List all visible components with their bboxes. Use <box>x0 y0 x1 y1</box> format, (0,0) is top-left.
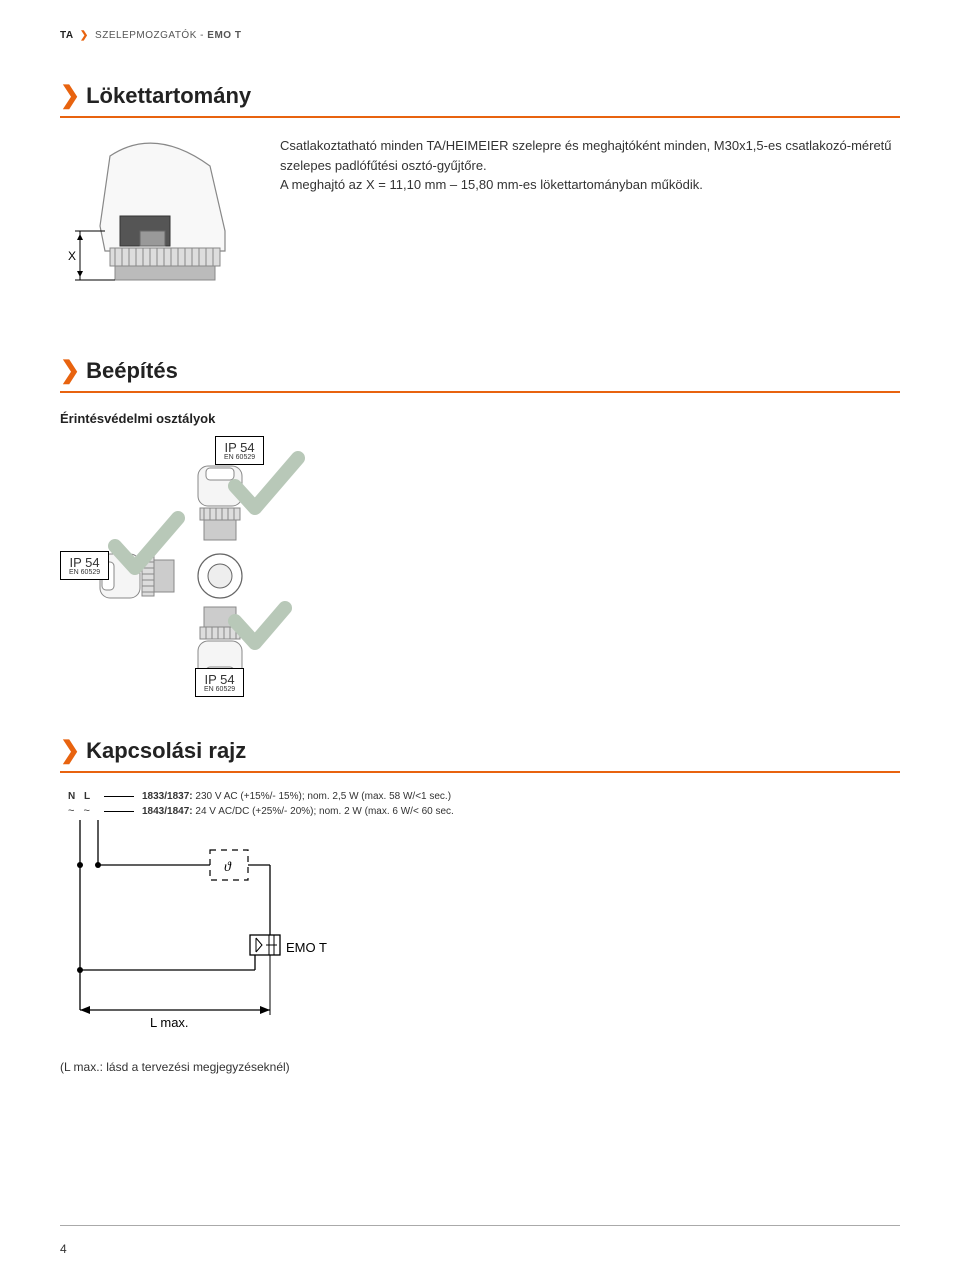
wiring-footnote: (L max.: lásd a tervezési megjegyzésekné… <box>60 1060 900 1074</box>
section2-subhead: Érintésvédelmi osztályok <box>60 411 900 426</box>
ip-label: IP 54 <box>69 556 100 569</box>
svg-text:X: X <box>68 249 76 263</box>
section1-body: X Csatlakoztatható minden TA/HEIMEIER sz… <box>60 136 900 296</box>
ip-rating-box: IP 54 EN 60529 <box>60 551 109 580</box>
chevron-icon: ❯ <box>80 30 89 41</box>
section1-title: ❯ Lökettartomány <box>60 81 900 110</box>
terminal-label: N L <box>68 791 96 802</box>
category-label: SZELEPMOZGATÓK <box>95 30 197 41</box>
page-number: 4 <box>60 1242 67 1256</box>
product-label: EMO T <box>207 30 241 41</box>
page-header: TA ❯ SZELEPMOZGATÓK - EMO T <box>60 30 900 41</box>
ip-label: IP 54 <box>204 673 235 686</box>
ip-label: IP 54 <box>224 441 255 454</box>
wiring-spec: 1833/1837: 230 V AC (+15%/- 15%); nom. 2… <box>142 791 451 802</box>
section1-paragraph: Csatlakoztatható minden TA/HEIMEIER szel… <box>280 136 900 296</box>
wiring-labels: N L 1833/1837: 230 V AC (+15%/- 15%); no… <box>68 791 900 817</box>
chevron-icon: ❯ <box>60 736 80 765</box>
wiring-row: ~ ~ 1843/1847: 24 V AC/DC (+25%/- 20%); … <box>68 805 900 817</box>
ip-rating-box: IP 54 EN 60529 <box>215 436 264 465</box>
lmax-label: L max. <box>150 1015 189 1030</box>
wiring-spec: 1843/1847: 24 V AC/DC (+25%/- 20%); nom.… <box>142 806 454 817</box>
dash-icon <box>104 796 134 797</box>
section-rule <box>60 116 900 118</box>
section3-title: ❯ Kapcsolási rajz <box>60 736 900 765</box>
chevron-icon: ❯ <box>60 356 80 385</box>
section-rule <box>60 391 900 393</box>
actuator-label: EMO T <box>286 940 327 955</box>
section-rule <box>60 771 900 773</box>
ip-standard: EN 60529 <box>69 569 100 576</box>
wiring-block: N L 1833/1837: 230 V AC (+15%/- 15%); no… <box>60 791 900 1074</box>
section1-title-text: Lökettartomány <box>86 83 251 109</box>
brand-label: TA <box>60 30 74 41</box>
section2-title: ❯ Beépítés <box>60 356 900 385</box>
install-figure: IP 54 EN 60529 IP 54 EN 60529 IP 54 EN 6… <box>60 436 380 696</box>
dash-icon <box>104 811 134 812</box>
chevron-icon: ❯ <box>60 81 80 110</box>
section2-title-text: Beépítés <box>86 358 178 384</box>
ip-rating-box: IP 54 EN 60529 <box>195 668 244 697</box>
actuator-figure: X <box>60 136 250 296</box>
ip-standard: EN 60529 <box>204 686 235 693</box>
ip-standard: EN 60529 <box>224 454 255 461</box>
footer-rule <box>60 1225 900 1226</box>
terminal-label: ~ ~ <box>68 805 96 817</box>
wiring-row: N L 1833/1837: 230 V AC (+15%/- 15%); no… <box>68 791 900 802</box>
wiring-diagram: ϑ EMO T L max. <box>60 820 460 1040</box>
svg-text:ϑ: ϑ <box>224 860 232 875</box>
section3-title-text: Kapcsolási rajz <box>86 738 246 764</box>
